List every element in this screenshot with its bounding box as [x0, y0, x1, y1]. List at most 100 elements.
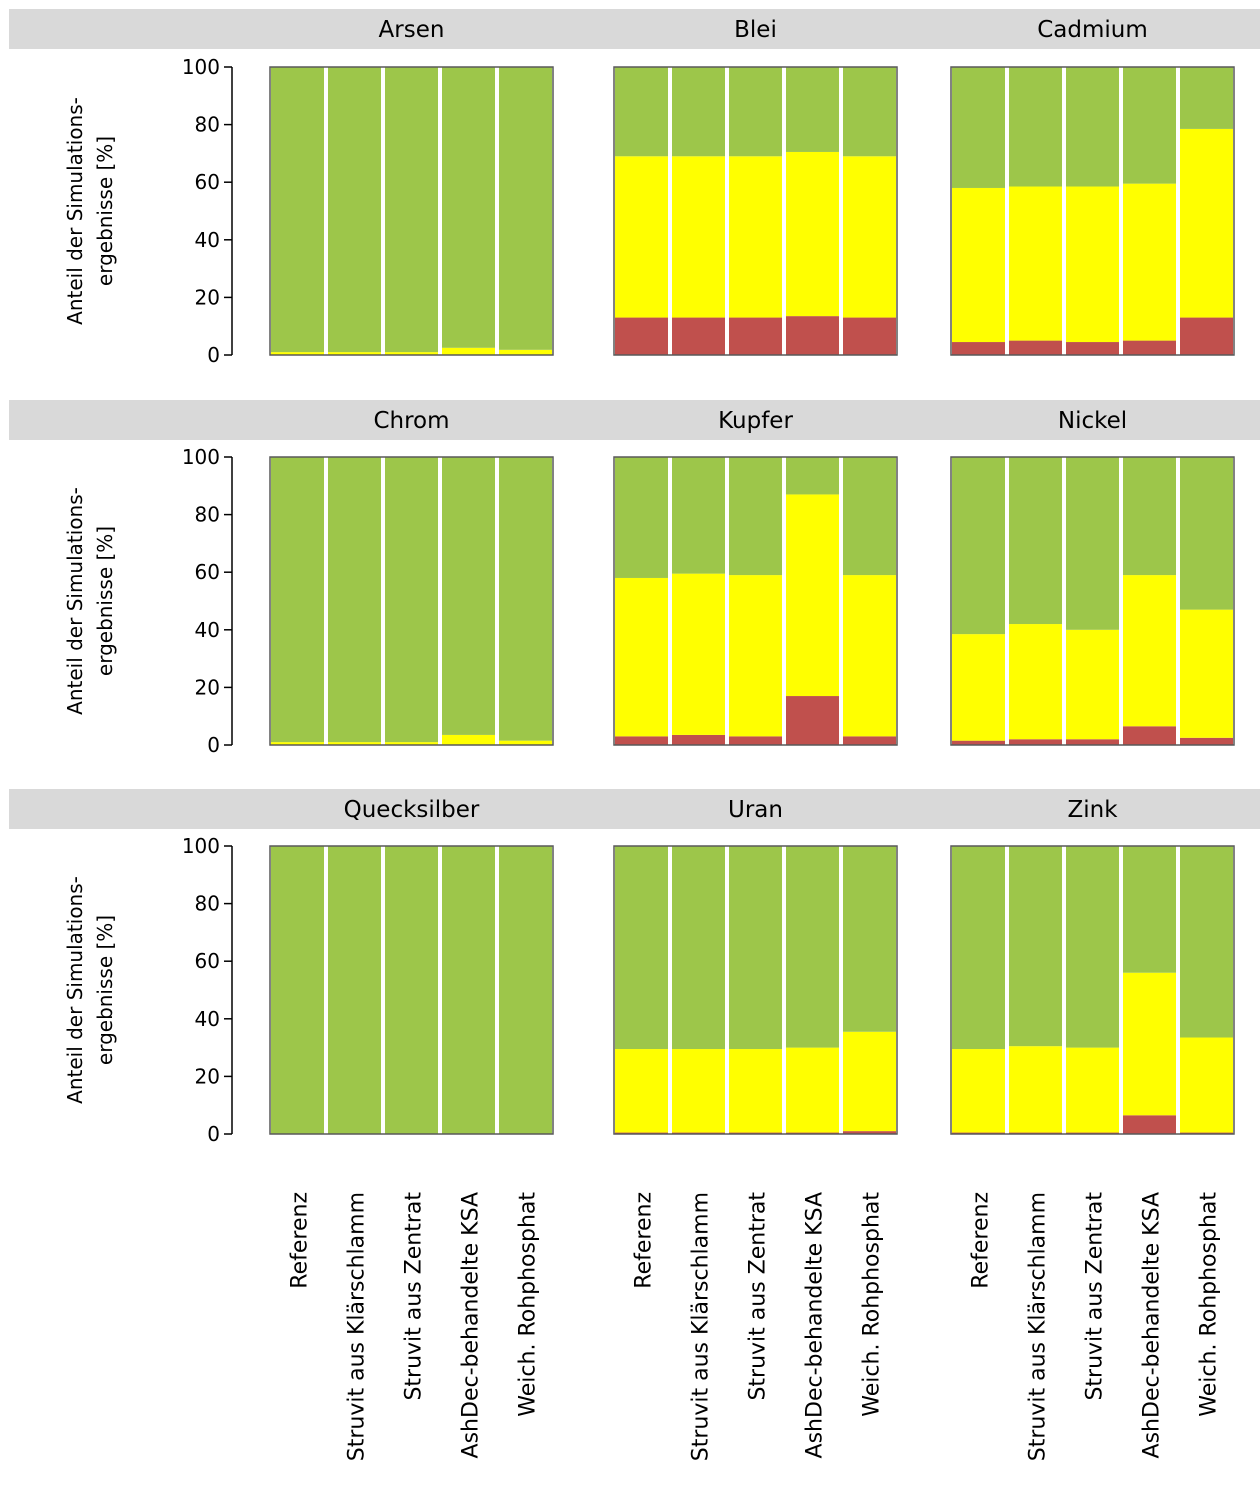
x-category-label: Weich. Rohphosphat — [860, 1192, 885, 1417]
bar-segment-green — [672, 846, 725, 1050]
bar-segment-green — [1009, 846, 1062, 1047]
y-tick-label: 100 — [182, 55, 220, 79]
bar-segment-green — [786, 67, 839, 152]
panel-frame — [950, 456, 1235, 746]
bar-segment-red — [615, 317, 668, 355]
y-tick-label: 80 — [195, 503, 220, 527]
bar-segment-green — [1180, 846, 1233, 1038]
y-tick-label: 80 — [195, 113, 220, 137]
bar-segment-yellow — [729, 1049, 782, 1133]
bar-segment-yellow — [615, 156, 668, 318]
bar-segment-green — [952, 67, 1005, 188]
y-tick-label: 80 — [195, 892, 220, 916]
bar-segment-green — [328, 846, 381, 1134]
bar-segment-yellow — [1180, 609, 1233, 738]
bar-segment-green — [843, 846, 896, 1032]
y-tick-label: 40 — [195, 1007, 220, 1031]
bar-segment-yellow — [1066, 629, 1119, 740]
y-axis-label: Anteil der Simulations-ergebnisse [%] — [63, 487, 117, 715]
bar-segment-yellow — [442, 734, 495, 745]
x-category-label: Referenz — [969, 1192, 994, 1289]
bar-segment-yellow — [1123, 183, 1176, 341]
bar-segment-green — [843, 457, 896, 576]
bar-segment-red — [672, 734, 725, 745]
bar-segment-yellow — [786, 1047, 839, 1133]
bar-segment-yellow — [1009, 186, 1062, 341]
y-axis-label-line-1: Anteil der Simulations- — [63, 97, 87, 325]
bar-segment-yellow — [1009, 624, 1062, 740]
y-tick-label: 20 — [195, 285, 220, 309]
bar-segment-red — [843, 1131, 896, 1134]
bar-segment-yellow — [672, 573, 725, 735]
panel-title: Arsen — [379, 17, 445, 43]
bar-segment-yellow — [729, 575, 782, 737]
bar-segment-yellow — [385, 742, 438, 745]
bar-segment-green — [385, 457, 438, 743]
panel-title: Chrom — [373, 408, 449, 434]
panel-frame — [613, 66, 898, 356]
panel-title: Zink — [1067, 797, 1118, 823]
bar-segment-green — [786, 457, 839, 495]
bar-segment-green — [1180, 457, 1233, 610]
bar-segment-yellow — [843, 1031, 896, 1132]
bar-segment-yellow — [729, 156, 782, 318]
y-tick-label: 0 — [207, 1122, 220, 1146]
y-axis-label-line-2: ergebnisse [%] — [93, 526, 117, 676]
bar-segment-red — [1123, 726, 1176, 745]
bar-segment-green — [952, 846, 1005, 1050]
x-category-label: Weich. Rohphosphat — [1197, 1192, 1222, 1417]
x-category-label: Referenz — [288, 1192, 313, 1289]
bar-segment-yellow — [385, 352, 438, 355]
y-tick-label: 60 — [195, 949, 220, 973]
y-axis-label: Anteil der Simulations-ergebnisse [%] — [63, 876, 117, 1104]
bar-segment-red — [1180, 317, 1233, 355]
y-axis-label-line-1: Anteil der Simulations- — [63, 876, 87, 1104]
bar-segment-green — [1123, 846, 1176, 973]
panel-frame — [950, 66, 1235, 356]
panel-frame — [613, 456, 898, 746]
bar-segment-green — [1066, 846, 1119, 1048]
bar-segment-green — [442, 67, 495, 348]
bar-segment-red — [1009, 340, 1062, 355]
bar-segment-yellow — [615, 1049, 668, 1133]
bar-segment-green — [442, 846, 495, 1134]
panel-strip-row-1 — [9, 9, 1260, 49]
bar-segment-red — [786, 696, 839, 745]
bar-segment-red — [1009, 739, 1062, 745]
y-axis-label: Anteil der Simulations-ergebnisse [%] — [63, 97, 117, 325]
bar-segment-yellow — [843, 575, 896, 737]
bar-segment-green — [1009, 457, 1062, 625]
x-category-label: Struvit aus Klärschlamm — [345, 1192, 370, 1461]
y-tick-label: 60 — [195, 170, 220, 194]
bar-segment-yellow — [672, 1049, 725, 1133]
bar-segment-green — [1180, 67, 1233, 129]
panel-title: Quecksilber — [344, 797, 480, 823]
bar-segment-green — [271, 457, 324, 743]
bar-segment-green — [1123, 457, 1176, 576]
bar-segment-green — [499, 846, 552, 1134]
y-tick-label: 20 — [195, 675, 220, 699]
bar-segment-green — [729, 846, 782, 1050]
bar-segment-green — [499, 67, 552, 350]
x-category-label: Struvit aus Klärschlamm — [1026, 1192, 1051, 1461]
x-category-label: Struvit aus Klärschlamm — [689, 1192, 714, 1461]
bar-segment-green — [952, 457, 1005, 635]
panel-frame — [269, 66, 554, 356]
bar-segment-red — [729, 736, 782, 745]
x-category-label: AshDec-behandelte KSA — [1140, 1192, 1165, 1458]
bar-segment-green — [672, 457, 725, 574]
bar-segment-yellow — [1123, 575, 1176, 727]
bar-segment-yellow — [615, 577, 668, 737]
x-category-label: Struvit aus Zentrat — [746, 1192, 771, 1401]
panel-frame — [950, 845, 1235, 1135]
bar-segment-red — [786, 316, 839, 355]
bar-segment-red — [729, 317, 782, 355]
bar-segment-yellow — [786, 494, 839, 697]
panel-frame — [269, 845, 554, 1135]
bar-segment-yellow — [843, 156, 896, 318]
bar-segment-yellow — [952, 187, 1005, 343]
bar-segment-yellow — [328, 352, 381, 355]
bar-segment-yellow — [1123, 972, 1176, 1116]
bar-segment-yellow — [672, 156, 725, 318]
